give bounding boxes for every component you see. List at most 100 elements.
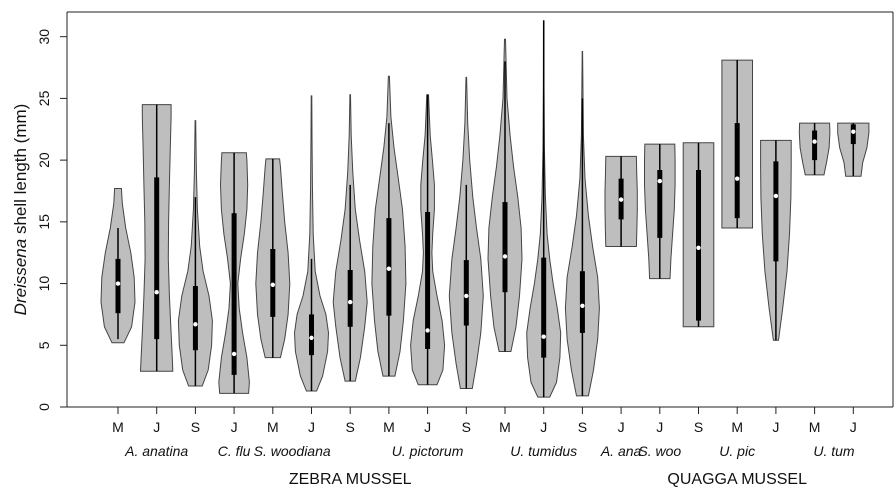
x-tick-label: J — [772, 419, 779, 435]
violin — [177, 120, 213, 387]
y-tick-label: 30 — [36, 29, 52, 45]
violin — [837, 122, 870, 177]
violin-iqr-box — [773, 161, 779, 262]
x-tick-label: M — [267, 419, 279, 435]
x-tick-label: J — [540, 419, 547, 435]
violin-median — [580, 303, 585, 308]
violin — [604, 155, 638, 247]
violin-median — [309, 335, 314, 341]
y-tick-label: 25 — [36, 90, 52, 106]
species-label: A. anatina — [124, 443, 188, 459]
violin-iqr-box — [541, 257, 547, 358]
violin-iqr-box — [463, 260, 469, 326]
violin — [448, 76, 484, 389]
violin-median — [773, 193, 779, 199]
violin-median — [735, 176, 740, 181]
violin — [760, 139, 792, 341]
violin-median — [348, 299, 353, 305]
x-tick-label: J — [424, 419, 431, 435]
x-tick-label: M — [731, 419, 743, 435]
violin-median — [464, 293, 469, 299]
violin-median — [541, 334, 546, 339]
species-label: U. tumidus — [510, 443, 577, 459]
species-label: A. ana — [600, 443, 642, 459]
x-tick-label: J — [850, 419, 857, 435]
violin — [332, 94, 368, 382]
y-tick-label: 5 — [36, 341, 52, 349]
violin-median — [425, 328, 430, 333]
y-ticks: 0 5 10 15 20 25 30 — [36, 29, 67, 411]
x-tick-label: S — [578, 419, 587, 435]
x-tick-label: S — [694, 419, 703, 435]
x-tick-label: J — [308, 419, 315, 435]
violin-median — [154, 290, 159, 295]
violin-iqr-box — [347, 269, 353, 327]
y-axis-title-italic: Dreissena — [11, 239, 30, 316]
violin-median — [657, 178, 662, 184]
species-label: S. woodiana — [254, 443, 331, 459]
violin — [526, 20, 562, 398]
violin — [721, 59, 753, 229]
violin-median — [696, 245, 701, 250]
x-tick-label: M — [809, 419, 821, 435]
violin-iqr-box — [579, 271, 585, 333]
group-labels: ZEBRA MUSSEL QUAGGA MUSSEL — [289, 471, 807, 488]
x-tick-label: J — [153, 419, 160, 435]
violin-iqr-box — [812, 130, 818, 161]
violin — [564, 51, 600, 397]
x-tick-label: S — [191, 419, 200, 435]
x-tick-label: S — [462, 419, 471, 435]
violin — [487, 38, 523, 352]
y-tick-label: 0 — [36, 403, 52, 411]
violin-median — [851, 129, 856, 134]
violin-median — [115, 281, 121, 286]
x-tick-label: M — [499, 419, 511, 435]
violin — [218, 152, 250, 394]
violin-iqr-box — [425, 211, 431, 349]
violins — [100, 20, 870, 398]
species-label: U. pic — [719, 443, 755, 459]
x-tick-label: J — [231, 419, 238, 435]
violin-iqr-box — [231, 213, 237, 375]
y-tick-label: 20 — [36, 152, 52, 168]
species-label: S. woo — [638, 443, 681, 459]
violin — [644, 143, 676, 280]
violin — [139, 104, 174, 372]
y-axis-title-rest: shell length (mm) — [11, 104, 30, 239]
violin — [371, 75, 407, 377]
group-label: QUAGGA MUSSEL — [667, 471, 807, 488]
x-tick-label: J — [618, 419, 625, 435]
violin-iqr-box — [734, 123, 740, 219]
violin-iqr-box — [309, 314, 314, 356]
violin-median — [193, 322, 198, 327]
violin — [100, 188, 136, 344]
species-label: U. tum — [813, 443, 855, 459]
x-tick-label: S — [346, 419, 355, 435]
y-tick-label: 15 — [36, 214, 52, 230]
violin-iqr-box — [502, 202, 508, 293]
violin-median — [386, 266, 392, 271]
violin-iqr-box — [192, 286, 198, 351]
violin-iqr-box — [657, 170, 663, 238]
species-label: U. pictorum — [392, 443, 464, 459]
group-label: ZEBRA MUSSEL — [289, 471, 412, 488]
violin — [293, 95, 330, 392]
x-tick-label: J — [656, 419, 663, 435]
x-tick-label: M — [112, 419, 124, 435]
violin-iqr-box — [154, 177, 160, 340]
violin-median — [231, 351, 237, 357]
violin-median — [618, 197, 624, 202]
violin-iqr-box — [696, 170, 701, 321]
violin-median — [812, 139, 817, 144]
violin-median — [270, 282, 275, 287]
species-labels: A. anatina C. flu S. woodiana U. pictorum U.… — [124, 443, 855, 459]
x-tick-label: M — [383, 419, 395, 435]
axes: 0 5 10 15 20 25 30 M J S J M J S M J S M J S J J S M J M J — [36, 11, 894, 435]
violin — [682, 142, 715, 328]
violin — [410, 94, 446, 386]
violin-iqr-box — [850, 124, 856, 145]
violin — [255, 158, 291, 359]
violin — [798, 122, 831, 176]
